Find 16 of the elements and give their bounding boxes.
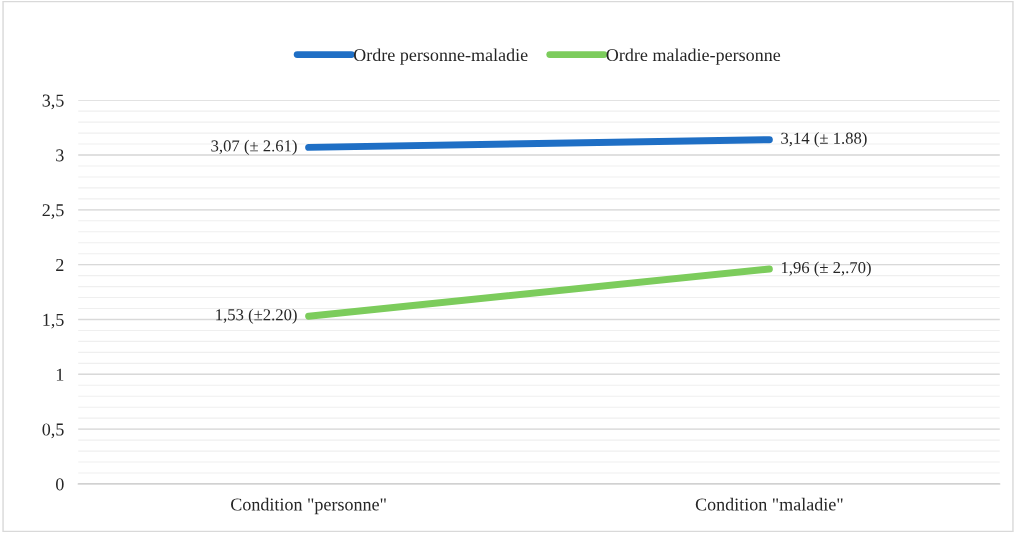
x-tick-label: Condition "maladie" — [695, 497, 843, 511]
y-tick-label: 2 — [56, 258, 64, 271]
y-tick-label: 3 — [56, 149, 64, 162]
y-tick-label: 3,5 — [42, 94, 64, 110]
x-tick-label: Condition "personne" — [231, 497, 386, 515]
legend-label: Ordre maladie-personne — [606, 48, 781, 65]
data-label: 1,96 (± 2,.70) — [781, 261, 871, 277]
y-tick-label: 0,5 — [42, 423, 64, 439]
y-tick-label: 0 — [56, 478, 64, 491]
y-tick-label: 1,5 — [43, 313, 64, 329]
data-label: 3,14 (± 1.88) — [781, 132, 867, 148]
legend-label: Ordre personne-maladie — [353, 48, 528, 65]
y-tick-label: 2,5 — [42, 204, 64, 219]
y-tick-label: 1 — [56, 368, 64, 381]
data-label: 3,07 (± 2.61) — [211, 139, 297, 155]
data-label: 1,53 (±2.20) — [216, 308, 297, 324]
